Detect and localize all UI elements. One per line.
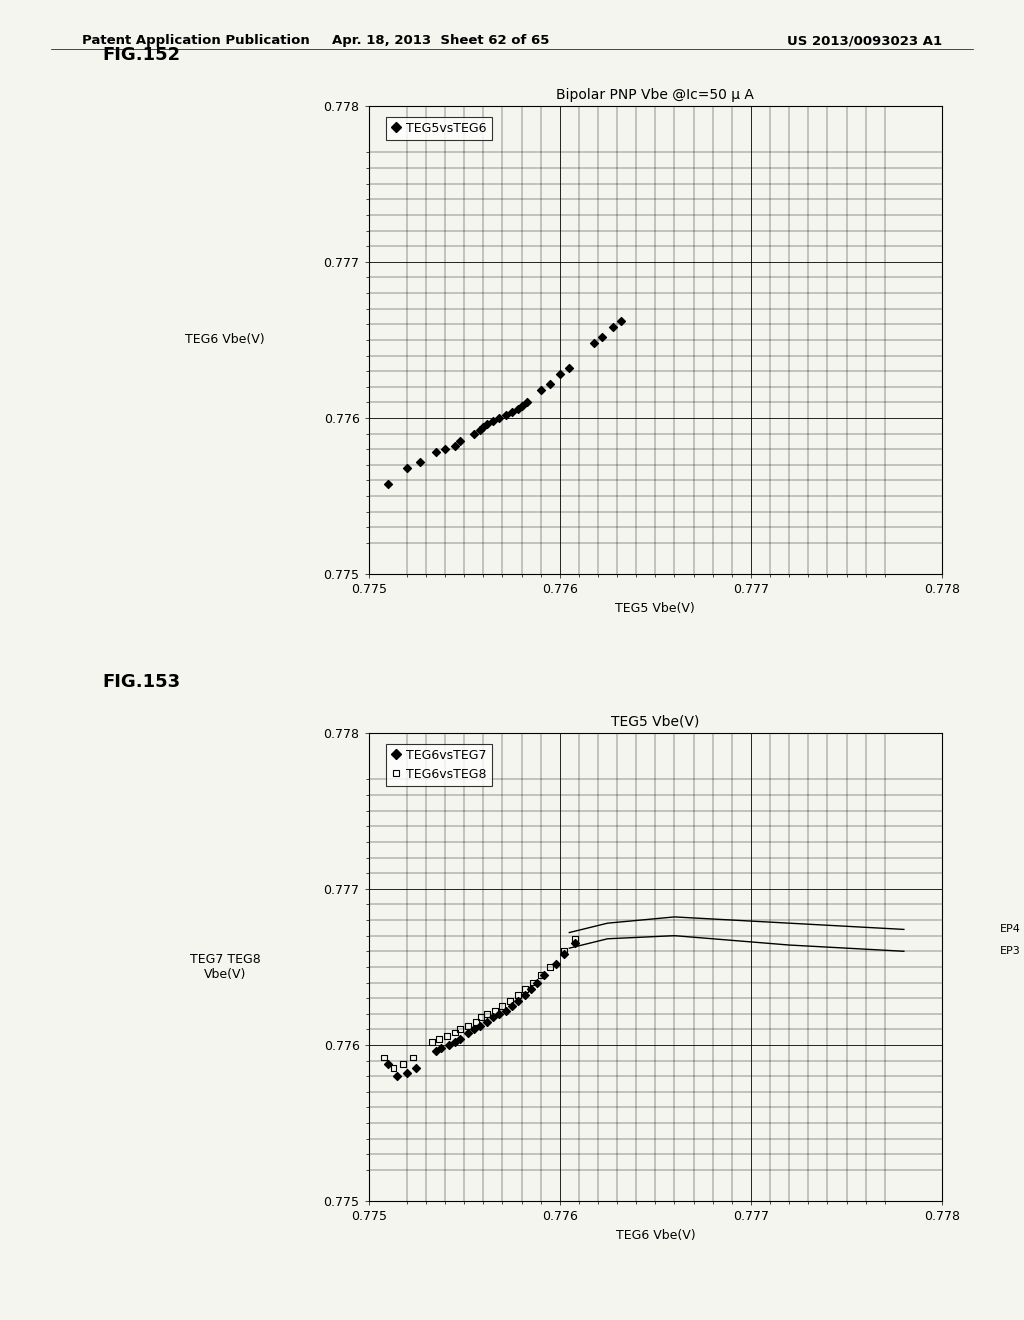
Point [389,1065,406,1086]
Point [468,1011,484,1032]
Point [484,1006,501,1027]
Point [433,1038,450,1059]
Point [567,928,584,949]
Point [395,1053,412,1074]
Point [537,964,553,985]
Point [479,1003,496,1024]
Point [376,1047,392,1068]
Point [453,430,469,451]
Point [446,1031,463,1052]
Point [495,995,511,1016]
Point [552,364,568,385]
Point [427,1040,443,1061]
Title: Bipolar PNP Vbe @Ic=50 μ A: Bipolar PNP Vbe @Ic=50 μ A [556,87,755,102]
Point [504,401,520,422]
Point [490,408,507,429]
Point [404,1047,421,1068]
Point [446,1022,463,1043]
Point [594,326,610,347]
Text: Patent Application Publication: Patent Application Publication [82,34,309,48]
Point [517,978,534,999]
Point [471,420,487,441]
Point [561,358,578,379]
Point [502,991,518,1012]
Point [473,1006,489,1027]
Point [542,956,558,977]
Legend: TEG6vsTEG7, TEG6vsTEG8: TEG6vsTEG7, TEG6vsTEG8 [386,743,492,785]
Point [446,436,463,457]
Text: EP4: EP4 [999,924,1020,935]
Point [510,399,526,420]
Point [555,944,571,965]
Point [490,1003,507,1024]
Point [412,451,428,473]
Point [532,964,549,985]
Point [440,1035,457,1056]
X-axis label: TEG5 Vbe(V): TEG5 Vbe(V) [615,602,695,615]
Point [409,1057,425,1078]
Text: EP3: EP3 [999,946,1020,956]
Point [486,1001,503,1022]
Point [525,972,542,993]
Point [586,333,602,354]
Point [479,1011,496,1032]
Text: FIG.153: FIG.153 [102,673,180,692]
Point [453,1019,469,1040]
Point [510,991,526,1012]
Point [380,473,396,494]
Point [484,411,501,432]
Point [605,317,622,338]
Text: TEG6 Vbe(V): TEG6 Vbe(V) [185,334,265,346]
Point [567,933,584,954]
Text: Apr. 18, 2013  Sheet 62 of 65: Apr. 18, 2013 Sheet 62 of 65 [332,34,549,48]
Point [427,442,443,463]
Point [513,395,529,416]
Point [542,374,558,395]
Point [424,1031,440,1052]
Point [517,985,534,1006]
Text: TEG7 TEG8
Vbe(V): TEG7 TEG8 Vbe(V) [189,953,261,981]
Point [532,379,549,400]
Point [471,1015,487,1036]
Point [528,972,545,993]
Point [466,422,482,444]
Point [510,985,526,1006]
Point [460,1015,476,1036]
Point [466,1019,482,1040]
Point [523,978,540,999]
Point [498,404,514,425]
Point [555,941,571,962]
Point [612,310,629,331]
Point [385,1057,401,1078]
Point [460,1022,476,1043]
Legend: TEG5vsTEG6: TEG5vsTEG6 [386,116,492,140]
Text: FIG.152: FIG.152 [102,46,180,65]
Point [380,1053,396,1074]
Point [398,1063,415,1084]
Point [437,438,454,459]
Title: TEG5 Vbe(V): TEG5 Vbe(V) [611,714,699,729]
Point [453,1028,469,1049]
Point [519,392,536,413]
Point [479,413,496,434]
X-axis label: TEG6 Vbe(V): TEG6 Vbe(V) [615,1229,695,1242]
Point [431,1028,447,1049]
Point [504,995,520,1016]
Text: US 2013/0093023 A1: US 2013/0093023 A1 [787,34,942,48]
Point [498,1001,514,1022]
Point [439,1026,456,1047]
Point [398,458,415,479]
Point [548,953,564,974]
Point [475,417,492,438]
